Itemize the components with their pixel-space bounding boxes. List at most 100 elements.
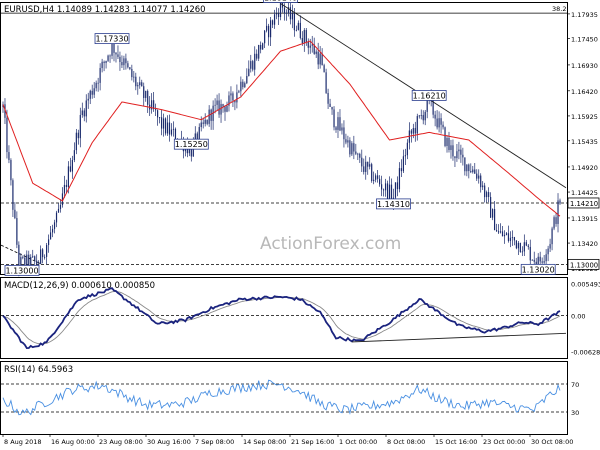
candle-body (75, 132, 77, 151)
candle-body (218, 100, 220, 115)
candle-body (101, 61, 103, 69)
candle-body (353, 143, 355, 152)
candle-body (335, 127, 337, 130)
price-annotation: 1.18140 (263, 0, 298, 3)
candle-body (305, 30, 307, 42)
candle-body (464, 157, 466, 172)
candle-body (216, 100, 218, 105)
candle-body (497, 231, 500, 233)
price-tick-label: 1.14920 (571, 164, 598, 172)
candle-body (57, 208, 60, 213)
candle-body (523, 242, 525, 252)
candle-body (119, 56, 121, 63)
candle-body (440, 118, 442, 125)
candle-body (93, 88, 95, 95)
candle-body (262, 43, 264, 50)
candle-body (69, 166, 71, 172)
time-tick-label: 30 Aug 16:00 (147, 438, 191, 446)
candle-body (333, 109, 335, 128)
candle-body (468, 164, 470, 172)
candle-body (545, 254, 547, 262)
candle-body (109, 55, 111, 57)
candle-body (210, 109, 212, 121)
candle-body (49, 232, 52, 240)
candle-body (30, 256, 32, 268)
candle-body (478, 175, 480, 179)
candle-body (95, 82, 97, 89)
candle-body (559, 200, 561, 204)
candle-body (14, 209, 16, 219)
candle-body (495, 230, 498, 232)
candle-body (55, 212, 58, 223)
candle-body (59, 205, 62, 209)
candle-body (26, 254, 28, 267)
candle-body (549, 244, 551, 249)
candle-body (402, 156, 405, 172)
price-annotation-label: 1.14310 (377, 200, 410, 209)
candle-body (160, 117, 163, 129)
price-tick-label: 1.13915 (571, 215, 598, 223)
candle-body (456, 151, 458, 159)
candle-body (503, 234, 506, 237)
candle-body (321, 53, 323, 66)
candle-body (248, 68, 250, 77)
candle-body (123, 58, 125, 66)
candle-body (153, 100, 155, 110)
candle-body (222, 104, 224, 107)
candle-body (365, 161, 367, 172)
candle-body (125, 58, 127, 64)
candle-body (507, 233, 510, 241)
candle-body (166, 122, 169, 134)
candle-body (91, 90, 93, 95)
candle-body (8, 152, 10, 161)
candle-body (83, 110, 85, 117)
candle-body (71, 160, 73, 172)
candle-body (369, 164, 371, 167)
candle-body (309, 45, 311, 48)
candle-body (111, 40, 113, 56)
candle-body (474, 169, 476, 174)
rsi-line (2, 379, 561, 416)
candle-body (81, 110, 83, 115)
candle-body (12, 180, 14, 210)
candle-body (541, 261, 543, 263)
candle-body (438, 118, 440, 128)
candle-body (493, 209, 496, 231)
candle-body (157, 110, 159, 118)
candle-body (446, 137, 448, 146)
candle-body (204, 119, 206, 124)
candle-body (388, 184, 391, 201)
candle-body (450, 145, 452, 150)
axis-layer: 1.17935 1.17450 1.16930 1.16420 1.15925 1.154… (2, 5, 600, 446)
candle-body (131, 68, 133, 78)
candle-body (38, 263, 40, 265)
candle-body (172, 128, 175, 130)
candle-body (458, 149, 460, 152)
candle-body (521, 251, 523, 253)
candle-body (190, 145, 192, 157)
candle-body (436, 118, 438, 128)
price-annotation: 1.13020 (520, 263, 556, 275)
candle-body (145, 90, 147, 98)
candle-body (295, 29, 297, 31)
candle-body (85, 100, 87, 117)
candle-body (422, 115, 424, 121)
candle-body (460, 149, 462, 155)
candle-body (341, 127, 343, 131)
candle-body (386, 183, 389, 201)
rsi-layer (1, 379, 567, 416)
candle-body (557, 200, 559, 224)
candle-body (151, 100, 153, 110)
candle-body (466, 164, 468, 172)
candle-body (488, 192, 490, 197)
candle-body (492, 209, 494, 218)
candle-body (347, 140, 349, 143)
candle-body (287, 7, 290, 13)
candle-body (400, 168, 403, 172)
candle-body (220, 104, 222, 115)
candle-body (51, 228, 54, 233)
time-tick-label: 23 Aug 08:00 (99, 438, 143, 446)
support-price-tag-box (567, 258, 600, 270)
